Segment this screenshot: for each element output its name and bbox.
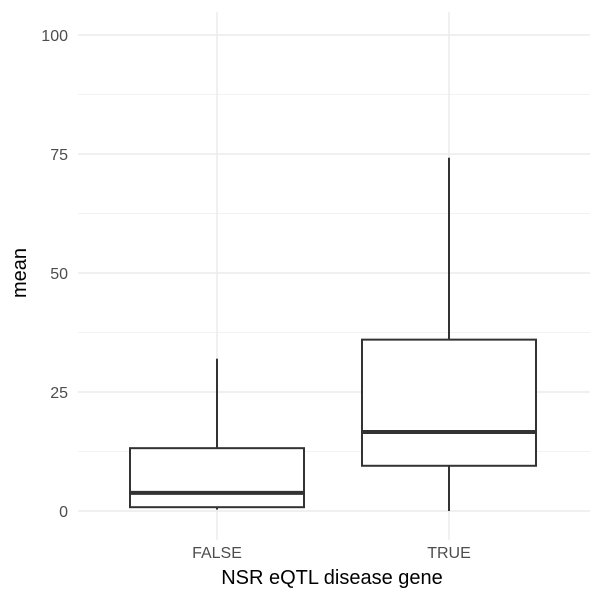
y-tick-label: 0 [59,504,68,521]
y-tick-labels: 0 25 50 75 100 [41,28,68,521]
y-tick-label: 50 [50,266,68,283]
boxes [129,157,537,511]
x-tick-labels: FALSE TRUE [192,545,471,562]
y-tick-label: 75 [50,147,68,164]
x-tick-label: TRUE [427,545,471,562]
y-axis-title: mean [9,248,31,298]
y-tick-label: 25 [50,385,68,402]
box-false [129,358,305,510]
box-true [361,157,537,511]
x-axis-title: NSR eQTL disease gene [221,567,443,589]
box-rect [129,447,305,509]
x-tick-label: FALSE [192,545,242,562]
y-tick-label: 100 [41,28,68,45]
box-rect [361,338,537,467]
